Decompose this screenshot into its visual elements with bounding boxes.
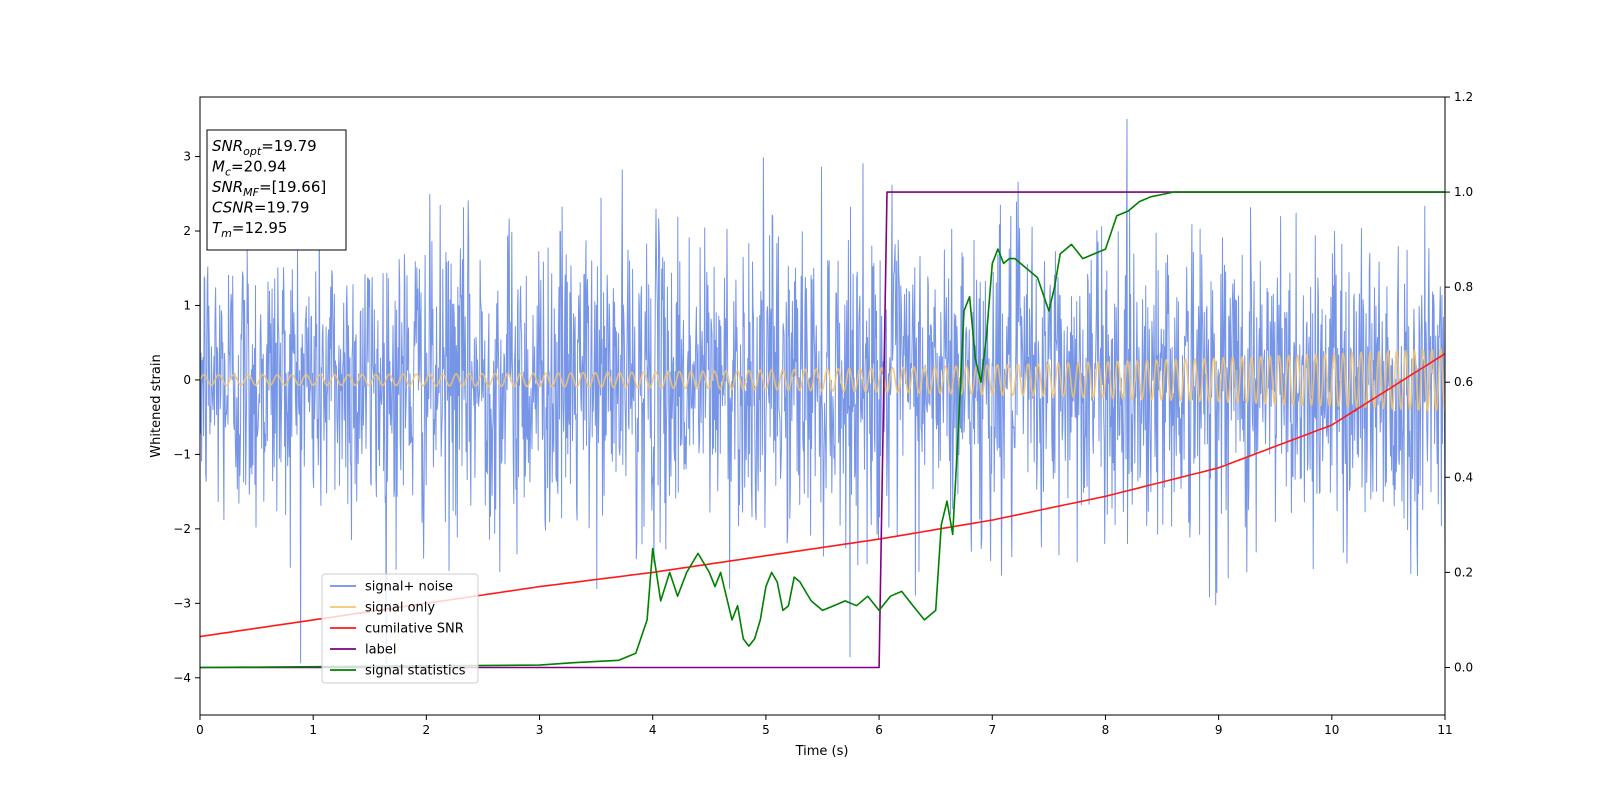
x-tick-label: 4 (649, 723, 657, 737)
x-tick-label: 9 (1215, 723, 1223, 737)
stats-row-subscript: opt (243, 145, 262, 158)
x-tick-label: 5 (762, 723, 770, 737)
stats-row-value: =20.94 (231, 158, 287, 176)
stats-row: CSNR=19.79 (212, 199, 309, 217)
series-signal-noise (200, 118, 1445, 664)
stats-box-frame (206, 129, 347, 251)
legend-entry: signal statistics (365, 664, 466, 679)
series-label (200, 191, 1445, 669)
y-axis-right-ticks: 0.0 0.2 0.4 0.6 0.8 1.0 1.2 (1445, 90, 1473, 674)
stats-row-value: =19.79 (254, 199, 310, 217)
stats-row-subscript: c (225, 166, 231, 179)
y-left-tick-label: −2 (173, 522, 191, 536)
legend: signal+ noise signal only cumilative SNR la… (321, 573, 479, 684)
y-left-tick-label: 3 (183, 150, 191, 164)
stats-box: SNRopt=19.79Mc=20.94SNRMF=[19.66]CSNR=19… (206, 129, 347, 251)
y-right-tick-label: 1.2 (1454, 90, 1473, 104)
x-tick-label: 7 (988, 723, 996, 737)
legend-frame (321, 573, 479, 684)
y-left-tick-label: 0 (183, 373, 191, 387)
x-tick-label: 10 (1324, 723, 1339, 737)
y-right-tick-label: 0.0 (1454, 660, 1473, 674)
legend-entry: signal+ noise (365, 580, 453, 595)
y-right-tick-label: 0.2 (1454, 565, 1473, 579)
stats-row-subscript: MF (243, 186, 259, 199)
x-tick-label: 2 (423, 723, 431, 737)
stats-row-subscript: m (221, 227, 232, 240)
y-left-tick-label: −1 (173, 447, 191, 461)
legend-entry: label (365, 643, 396, 658)
stats-row: SNRopt=19.79 (212, 137, 317, 158)
series-signal-statistics (200, 191, 1445, 669)
legend-entry: cumilative SNR (365, 622, 464, 637)
y-left-tick-label: 1 (183, 298, 191, 312)
x-tick-label: 8 (1102, 723, 1110, 737)
stats-row: Mc=20.94 (212, 158, 287, 179)
stats-row-value: =19.79 (261, 137, 317, 155)
stats-row-symbol: SNR (212, 178, 243, 196)
y-right-tick-label: 0.4 (1454, 470, 1473, 484)
y-left-tick-label: −3 (173, 596, 191, 610)
stats-row-symbol: T (212, 219, 223, 237)
stats-row: Tm=12.95 (212, 219, 287, 240)
x-axis-label: Time (s) (795, 744, 849, 759)
series-signal-only (200, 348, 1445, 412)
y-right-tick-label: 0.8 (1454, 280, 1473, 294)
stats-row-symbol: SNR (212, 137, 243, 155)
stats-row-symbol: CSNR (212, 199, 254, 217)
stats-row-value: =[19.66] (259, 178, 326, 196)
stats-row-symbol: M (212, 158, 225, 176)
y-left-tick-label: −4 (173, 671, 191, 685)
x-tick-label: 11 (1437, 723, 1452, 737)
y-right-tick-label: 1.0 (1454, 185, 1473, 199)
x-tick-label: 1 (309, 723, 317, 737)
x-tick-label: 0 (196, 723, 204, 737)
plot-frame (199, 96, 1446, 716)
y-axis-left-ticks: −4 −3 −2 −1 0 1 2 3 (173, 150, 200, 685)
x-tick-label: 6 (875, 723, 883, 737)
y-left-tick-label: 2 (183, 224, 191, 238)
stats-row: SNRMF=[19.66] (212, 178, 326, 199)
legend-entry: signal only (365, 601, 435, 616)
x-axis-ticks: 0 1 2 3 4 5 6 7 8 9 10 11 (196, 715, 1453, 737)
x-tick-label: 3 (536, 723, 544, 737)
y-axis-label: Whitened strain (149, 354, 164, 457)
stats-row-value: =12.95 (232, 219, 288, 237)
y-right-tick-label: 0.6 (1454, 375, 1473, 389)
